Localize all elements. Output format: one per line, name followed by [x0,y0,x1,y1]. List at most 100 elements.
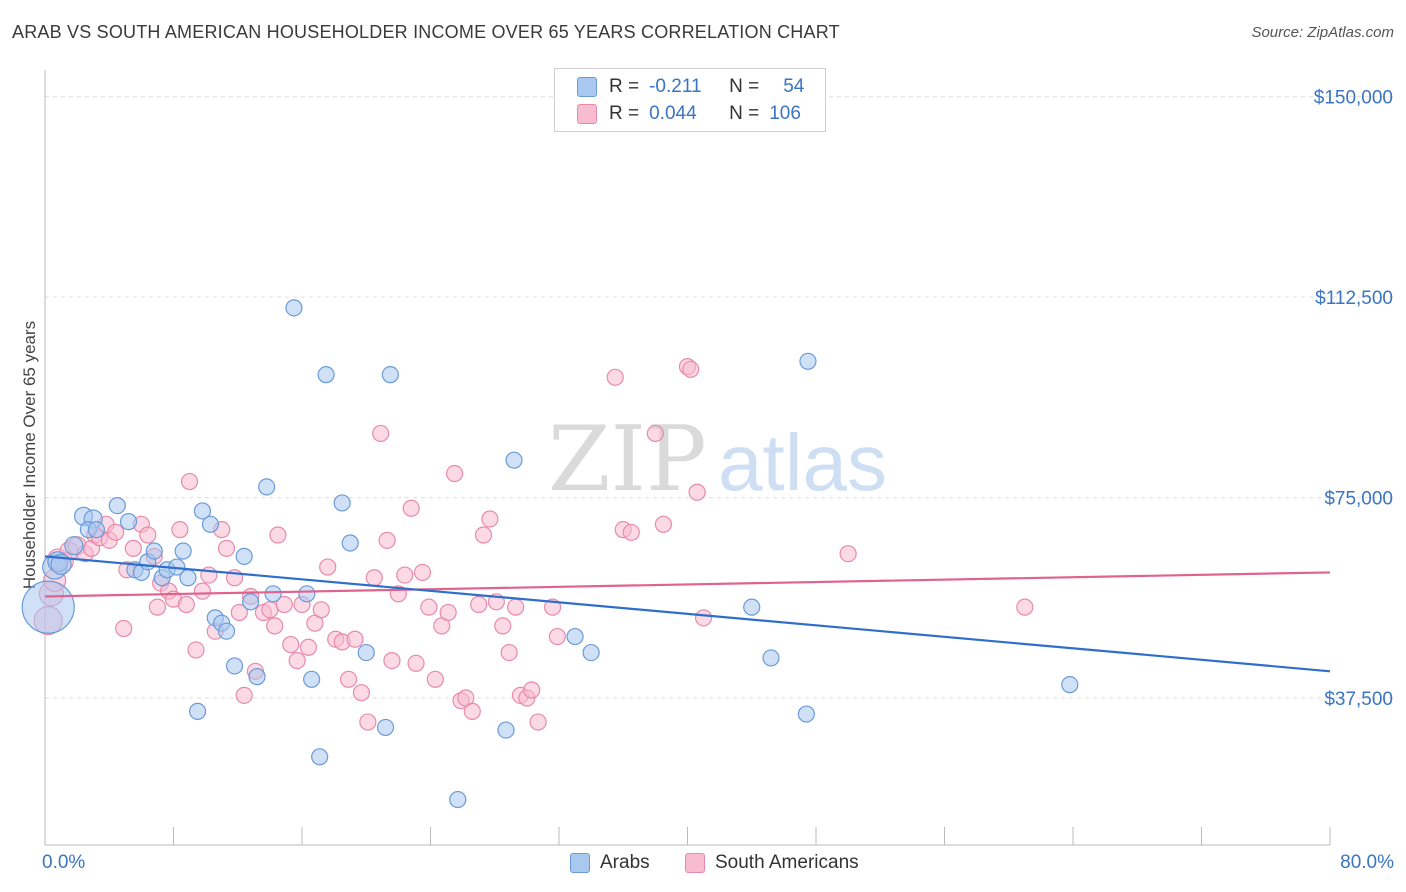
n-value-arabs: 54 [783,76,805,97]
south-american-point [139,526,157,544]
south-american-point [217,539,236,557]
south-american-point [396,566,414,584]
legend-row-arabs: R = -0.211 N = 54 [577,74,804,100]
trend-line-arabs [44,555,1331,673]
arab-point [311,748,329,766]
south-american-point [282,635,300,654]
south-american-point [346,630,364,648]
south-american-point [548,627,566,646]
arab-point [87,521,106,539]
arab-point [298,585,316,603]
south-american-point [261,601,279,619]
arab-point [449,790,467,809]
legend-label-arabs: Arabs [600,852,650,873]
south-american-point [319,558,337,576]
south-american-point [402,499,420,517]
arab-point [341,534,359,552]
south-american-point [439,603,457,622]
arab-point [376,718,395,737]
south-american-point [413,563,432,582]
trend-lines [44,555,1331,673]
arab-point [108,497,126,515]
arab-point [225,657,244,675]
south-american-point [299,638,318,656]
south-american-point [500,643,518,662]
south-american-point [312,601,330,619]
watermark: ZIP atlas [548,407,887,512]
south-americans-swatch [685,853,705,873]
south-american-point [383,652,401,670]
trend-line-south-americans [44,571,1331,598]
arab-point [333,494,351,512]
x-tick-min: 0.0% [42,852,86,873]
south-american-point [352,684,371,702]
r-label: R = [609,103,640,124]
arab-point [743,598,761,616]
south-american-point [494,617,512,635]
south-american-point [339,670,358,688]
arab-point [193,502,212,520]
south-american-point [606,368,624,386]
y-tick-label: $112,500 [1315,288,1393,309]
legend-label-south-americans: South Americans [715,852,859,873]
r-value-south-americans: 0.044 [649,103,697,124]
south-american-point [463,702,481,720]
arab-point [50,553,72,575]
south-american-point [124,539,142,557]
r-label: R = [609,76,640,97]
arab-point [582,643,600,662]
south-american-point [148,598,167,616]
arab-point [381,366,399,384]
source-credit: Source: ZipAtlas.com [1251,24,1394,41]
arabs-swatch [577,77,597,97]
y-tick-label: $75,000 [1324,489,1393,510]
arab-point [264,585,282,603]
south-american-point [177,595,195,614]
y-tick-label: $150,000 [1314,88,1393,109]
n-value-south-americans: 106 [769,103,801,124]
south-american-point [359,713,377,731]
south-american-point [470,595,488,614]
arab-point [174,542,192,560]
south-american-point [115,619,133,638]
legend-item-south-americans[interactable]: South Americans [685,852,859,874]
arab-point [566,627,584,646]
arab-point [242,593,260,611]
south-american-point [193,582,212,600]
n-label: N = [729,76,760,97]
x-tick-max: 80.0% [1340,852,1394,873]
arab-point [762,649,780,667]
arab-point [317,366,335,384]
arab-point [285,299,303,317]
south-american-point [682,360,700,378]
south-american-point [481,510,499,528]
south-american-point [445,464,464,483]
n-label: N = [729,103,760,124]
legend-row-south-americans: R = 0.044 N = 106 [577,101,801,127]
south-american-point [654,515,673,533]
correlation-legend: R = -0.211 N = 54 R = 0.044 N = 106 [554,68,826,132]
south-american-point [694,609,713,627]
south-american-point [529,713,547,731]
arab-point [21,580,75,634]
south-american-point [372,424,390,443]
south-american-point [107,523,125,541]
arab-point [505,451,523,469]
south-american-point [474,526,493,544]
south-american-point [507,598,525,616]
arab-point [497,721,515,739]
series-arabs [21,299,1079,809]
south-american-point [180,472,199,491]
legend-item-arabs[interactable]: Arabs [570,852,650,874]
south-american-point [266,617,284,635]
arab-point [235,547,253,565]
south-american-point [230,603,248,622]
arab-point [797,705,815,723]
chart-title: ARAB VS SOUTH AMERICAN HOUSEHOLDER INCOM… [12,22,840,42]
arab-point [303,670,321,688]
south-american-point [1016,598,1034,616]
arab-point [179,569,197,587]
arab-point [217,622,236,640]
south-americans-swatch [577,104,597,124]
arab-point [188,702,207,720]
